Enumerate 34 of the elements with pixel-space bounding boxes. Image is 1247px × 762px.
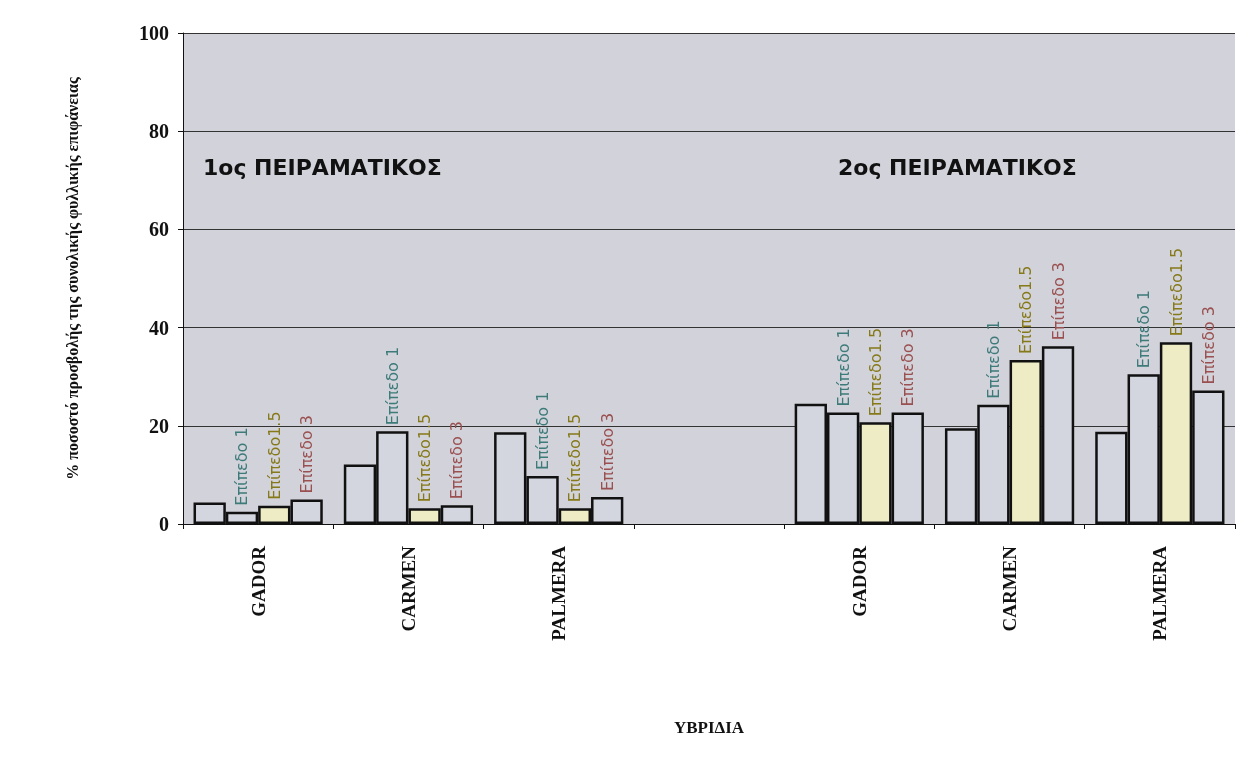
text: Επίπεδο 1 <box>983 320 1003 399</box>
text: Επίπεδο1.5 <box>1166 247 1186 337</box>
y-tick-label: 20 <box>149 414 169 437</box>
text: Επίπεδο 1 <box>1134 289 1154 369</box>
x-tick-label: CARMEN <box>397 545 419 632</box>
text: Επίπεδο 3 <box>447 421 467 500</box>
annotation: 2ος ΠΕΙΡΑΜΑΤΙΚΟΣ <box>838 154 1077 180</box>
text: Επίπεδο1.5 <box>415 413 435 503</box>
x-tick-label: GADOR <box>848 545 870 617</box>
text: Επίπεδο1.5 <box>264 411 284 500</box>
text: Επίπεδο 3 <box>898 328 918 407</box>
x-tick-label: CARMEN <box>999 545 1021 632</box>
y-tick-label: 100 <box>139 22 169 44</box>
text: Επίπεδο 1 <box>382 346 402 426</box>
y-tick-label: 80 <box>149 120 169 143</box>
text: Επίπεδο 1 <box>833 328 853 407</box>
y-tick-label: 40 <box>149 316 169 339</box>
x-tick-label: PALMERA <box>548 545 570 641</box>
x-tick-label: GADOR <box>247 545 269 617</box>
text: Επίπεδο 3 <box>1048 261 1068 341</box>
text: Επίπεδο 3 <box>1198 306 1218 385</box>
y-axis-title: % ποσοστό προσβολής της συνολικής φυλλικής επιφάνειας <box>63 77 82 480</box>
text: Επίπεδο 3 <box>597 412 617 491</box>
text: Επίπεδο 1 <box>533 391 553 470</box>
text: Επίπεδο 1 <box>232 427 252 506</box>
text: Επίπεδο1.5 <box>565 413 585 503</box>
y-tick-label: 0 <box>159 513 169 535</box>
text: Επίπεδο 3 <box>297 415 317 494</box>
x-tick-label: PALMERA <box>1149 545 1171 641</box>
text: Επίπεδο1.5 <box>865 327 885 417</box>
annotation: 1ος ΠΕΙΡΑΜΑΤΙΚΟΣ <box>203 154 442 180</box>
x-axis-title: ΥΒΡΙΔΙΑ <box>673 718 745 737</box>
y-tick-label: 60 <box>149 218 169 241</box>
text: Επίπεδο1.5 <box>1016 265 1036 355</box>
